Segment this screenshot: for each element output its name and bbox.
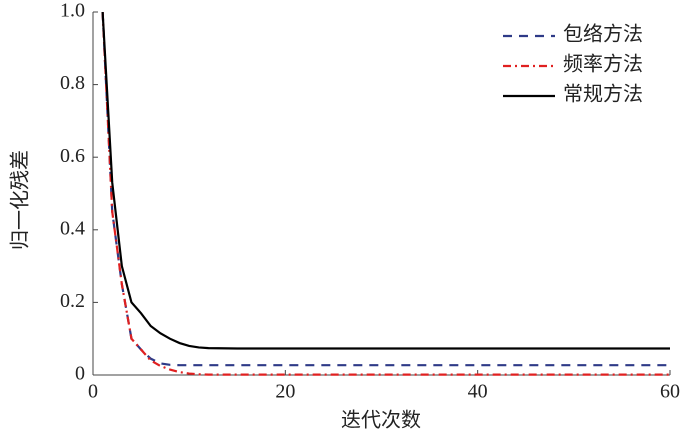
x-axis-label: 迭代次数 [341,409,421,432]
line-series [101,11,670,376]
legend-label: 常规方法 [563,83,643,106]
y-tick-label: 0.2 [60,290,85,312]
line-series [101,11,670,350]
x-tick-label: 20 [275,381,295,403]
legend-label: 频率方法 [563,53,643,76]
x-tick-label: 0 [88,381,98,403]
x-tick-label: 60 [660,381,680,403]
y-axis-label: 归一化残差 [9,150,32,250]
y-tick-label: 0.4 [60,217,85,239]
y-tick-label: 0.6 [60,145,85,167]
y-tick-label: 1.0 [60,0,85,22]
legend-label: 包络方法 [563,23,643,46]
y-tick-label: 0 [75,363,85,385]
x-tick-label: 40 [468,381,488,403]
line-series [101,11,670,367]
y-tick-label: 0.8 [60,72,85,94]
